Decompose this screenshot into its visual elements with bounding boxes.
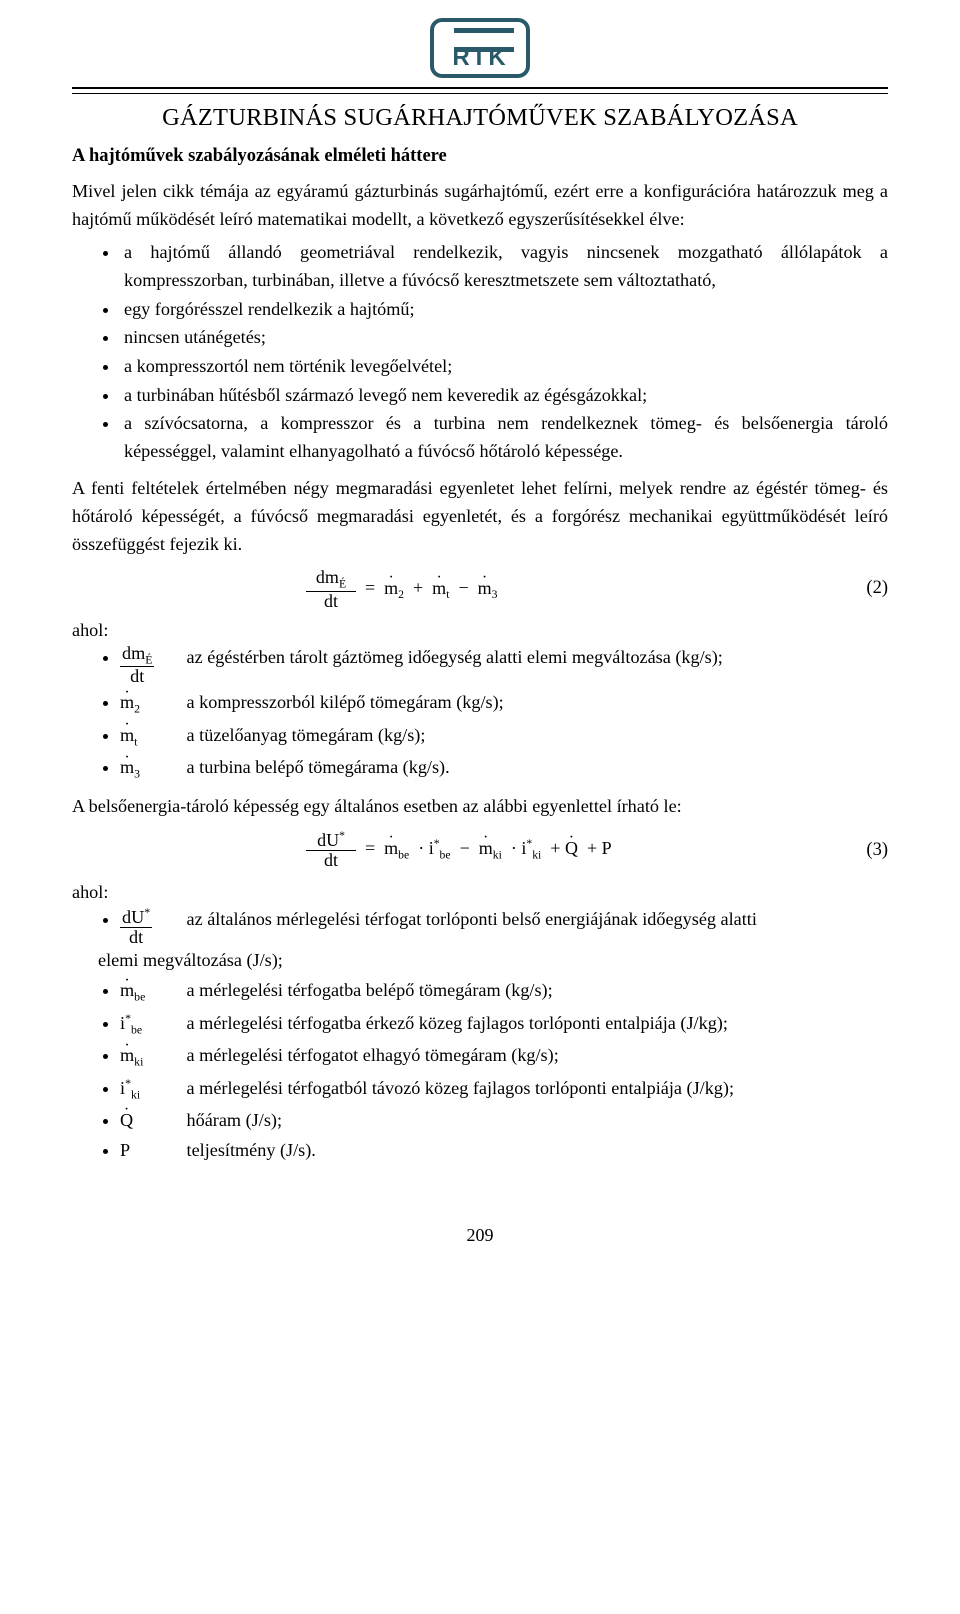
list-item: a szívócsatorna, a kompresszor és a turb… (120, 410, 888, 465)
definition-item: i*ki a mérlegelési térfogatból távozó kö… (120, 1075, 888, 1104)
list-item: a turbinában hűtésből származó levegő ne… (120, 382, 888, 410)
definition-text-cont: elemi megváltozása (J/s); (98, 947, 888, 974)
definition-text: az égéstérben tárolt gáztömeg időegység … (187, 647, 723, 667)
rtk-logo-icon: RTK (430, 18, 530, 78)
eq-sub: t (446, 588, 449, 601)
list-item: nincsen utánégetés; (120, 324, 888, 352)
section-heading: A hajtóművek szabályozásának elméleti há… (72, 146, 888, 167)
equation-2: dmÉ dt = m2 + mt − m3 (2) (72, 568, 888, 614)
definitions-list-eq3: dU* dt az általános mérlegelési térfogat… (72, 906, 888, 1165)
symbol: m3 (120, 754, 182, 783)
eq-sup: * (339, 829, 345, 842)
definition-item: m2 a kompresszorból kilépő tömegáram (kg… (120, 689, 888, 718)
definition-text: az általános mérlegelési térfogat torlóp… (187, 909, 757, 929)
equation-number: (3) (866, 840, 888, 861)
definition-item: dmÉ dt az égéstérben tárolt gáztömeg idő… (120, 644, 888, 686)
eq-sub: 3 (492, 588, 498, 601)
page: RTK GÁZTURBINÁS SUGÁRHAJTÓMŰVEK SZABÁLYO… (0, 0, 960, 1286)
definition-item: dU* dt az általános mérlegelési térfogat… (120, 906, 888, 975)
definition-item: m3 a turbina belépő tömegárama (kg/s). (120, 754, 888, 783)
where-label: ahol: (72, 620, 888, 641)
eq-sub: É (339, 578, 346, 591)
definition-text: teljesítmény (J/s). (187, 1140, 316, 1160)
header-logo-wrap: RTK (72, 18, 888, 83)
symbol: mbe (120, 977, 182, 1006)
definition-text: a kompresszorból kilépő tömegáram (kg/s)… (187, 692, 504, 712)
definition-item: i*be a mérlegelési térfogatba érkező köz… (120, 1010, 888, 1039)
eq-sub: ki (532, 848, 541, 861)
eq-sub: be (440, 848, 451, 861)
definition-item: mki a mérlegelési térfogatot elhagyó töm… (120, 1042, 888, 1071)
symbol: dU* dt (120, 906, 182, 947)
definitions-list-eq2: dmÉ dt az égéstérben tárolt gáztömeg idő… (72, 644, 888, 783)
logo-text: RTK (434, 44, 526, 72)
page-title: GÁZTURBINÁS SUGÁRHAJTÓMŰVEK SZABÁLYOZÁSA (72, 104, 888, 132)
symbol: P (120, 1137, 182, 1164)
definition-text: hőáram (J/s); (187, 1110, 282, 1130)
equation-number: (2) (866, 578, 888, 599)
definition-text: a mérlegelési térfogatba belépő tömegára… (187, 980, 553, 1000)
eq-num: dU (317, 830, 339, 850)
eq-sub: ki (493, 848, 502, 861)
eq-den: dt (306, 592, 356, 611)
list-item: a hajtómű állandó geometriával rendelkez… (120, 239, 888, 294)
definition-text: a tüzelőanyag tömegáram (kg/s); (187, 725, 426, 745)
list-item: a kompresszortól nem történik levegőelvé… (120, 353, 888, 381)
where-label: ahol: (72, 882, 888, 903)
paragraph: A belsőenergia-tároló képesség egy által… (72, 792, 888, 820)
assumptions-list: a hajtómű állandó geometriával rendelkez… (72, 239, 888, 465)
eq-sub: 2 (398, 588, 404, 601)
header-rule (72, 87, 888, 94)
page-number: 209 (72, 1225, 888, 1246)
intro-paragraph: Mivel jelen cikk témája az egyáramú gázt… (72, 177, 888, 233)
eq-num: dm (316, 567, 339, 587)
equation-3: dU* dt = mbe · i*be − mki · i*ki + Q + P… (72, 830, 888, 876)
list-item: egy forgórésszel rendelkezik a hajtómű; (120, 296, 888, 324)
definition-item: mbe a mérlegelési térfogatba belépő töme… (120, 977, 888, 1006)
definition-item: mt a tüzelőanyag tömegáram (kg/s); (120, 722, 888, 751)
eq-sub: be (398, 848, 409, 861)
symbol: Q (120, 1107, 182, 1134)
definition-text: a mérlegelési térfogatból távozó közeg f… (187, 1078, 734, 1098)
definition-item: P teljesítmény (J/s). (120, 1137, 888, 1164)
eq-term: P (602, 838, 612, 858)
definition-text: a mérlegelési térfogatba érkező közeg fa… (187, 1013, 728, 1033)
paragraph: A fenti feltételek értelmében négy megma… (72, 474, 888, 559)
definition-item: Q hőáram (J/s); (120, 1107, 888, 1134)
definition-text: a turbina belépő tömegárama (kg/s). (187, 757, 450, 777)
symbol: i*ki (120, 1075, 182, 1104)
symbol: mki (120, 1042, 182, 1071)
definition-text: a mérlegelési térfogatot elhagyó tömegár… (187, 1045, 559, 1065)
eq-den: dt (306, 851, 356, 870)
